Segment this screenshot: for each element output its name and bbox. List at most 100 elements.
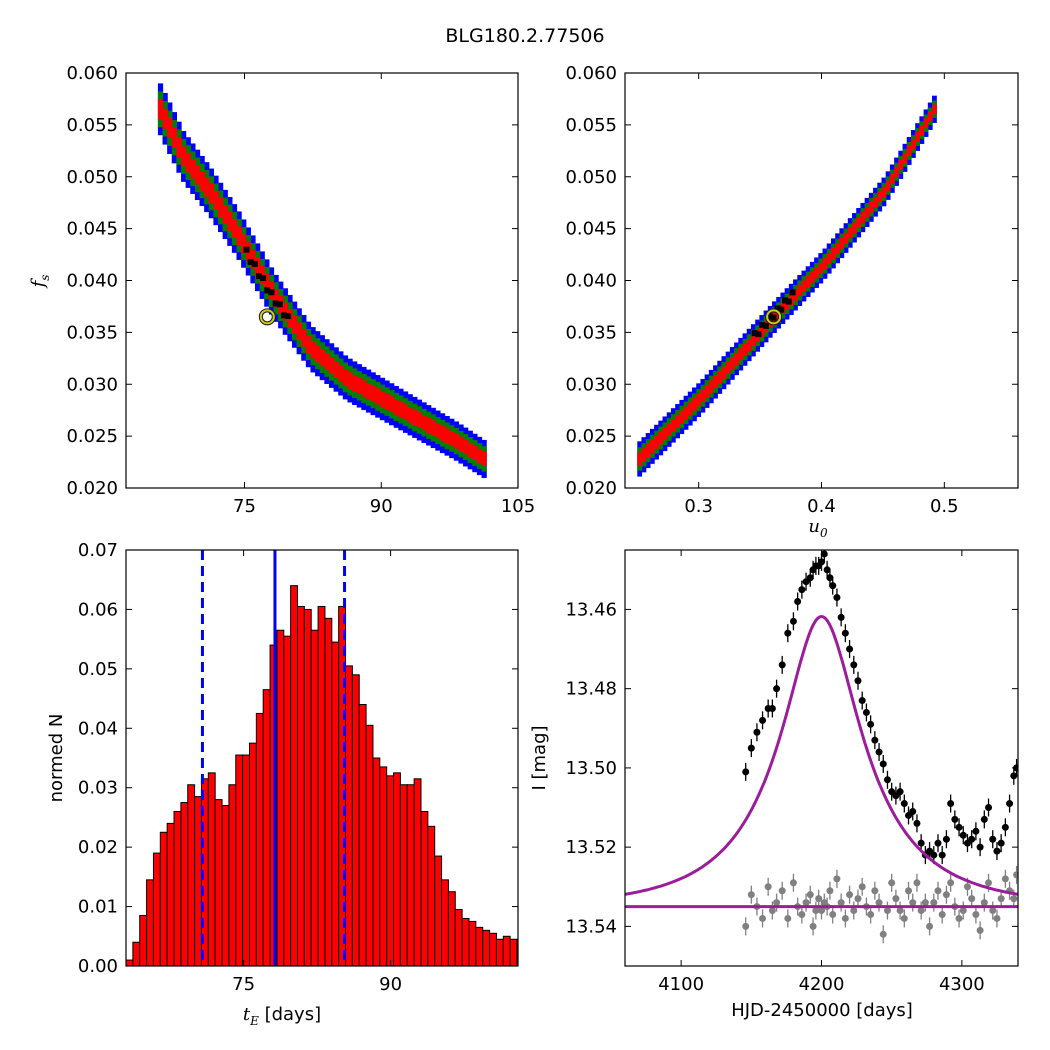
y-tick-label: 13.54 xyxy=(565,916,617,937)
histogram-bar xyxy=(338,605,347,967)
heatmap-cell-inner xyxy=(729,357,735,370)
heatmap-cell-inner xyxy=(361,380,367,397)
histogram-bar xyxy=(139,914,148,967)
data-point xyxy=(1013,871,1018,879)
heatmap-cell-inner xyxy=(310,341,316,359)
x-tick-label: 105 xyxy=(501,496,535,517)
data-point xyxy=(1001,823,1009,831)
histogram-bar xyxy=(461,917,470,967)
heatmap-cell-inner xyxy=(389,396,395,413)
data-point xyxy=(934,839,942,847)
best-fit-marker-ring xyxy=(259,309,275,325)
y-tick-label: 13.48 xyxy=(565,679,617,700)
x-tick-label: 75 xyxy=(232,974,255,995)
heatmap-cell-inner xyxy=(877,191,883,203)
data-point xyxy=(930,899,938,907)
heatmap-cell-inner xyxy=(402,404,409,420)
best-fit-marker-ring xyxy=(766,309,782,325)
data-point xyxy=(829,582,837,590)
data-point xyxy=(812,907,820,915)
heatmap-cell-inner xyxy=(171,127,177,148)
heatmap-cell-core xyxy=(264,287,271,294)
data-point xyxy=(942,835,950,843)
u0-axis-label: u0 xyxy=(808,516,828,540)
data-point xyxy=(888,879,896,887)
data-point xyxy=(980,815,988,823)
data-point xyxy=(818,907,825,915)
histogram-bar xyxy=(393,772,401,967)
heatmap-cell-inner xyxy=(291,315,298,334)
heatmap-cell-core xyxy=(789,289,796,296)
heatmap-cell-inner xyxy=(426,417,432,433)
data-point xyxy=(806,574,814,582)
heatmap-cell-inner xyxy=(213,190,219,210)
heatmap-cell-inner xyxy=(467,442,473,458)
heatmap-cell-inner xyxy=(296,322,302,341)
heatmap-cell-inner xyxy=(324,353,330,371)
y-tick-label: 0.060 xyxy=(565,63,617,84)
histogram-bar xyxy=(290,585,299,967)
heatmap-cell-inner xyxy=(649,439,655,453)
heatmap-cell-inner xyxy=(830,247,836,259)
heatmap-cell-inner xyxy=(227,212,233,231)
histogram-bar xyxy=(125,959,134,967)
heatmap-cell-inner xyxy=(444,428,450,444)
heatmap-cell-inner xyxy=(843,232,849,244)
data-point xyxy=(858,883,866,891)
data-point xyxy=(784,914,792,922)
data-point xyxy=(972,827,980,835)
heatmap-cell-core xyxy=(280,312,287,319)
plot-frame xyxy=(125,549,519,967)
data-point xyxy=(773,685,781,693)
heatmap-cell-inner xyxy=(435,423,441,439)
heatmap-cell-inner xyxy=(157,99,164,120)
histogram-bar xyxy=(242,754,250,967)
heatmap-cell-inner xyxy=(717,371,723,384)
heatmap-cell-inner xyxy=(190,158,196,179)
heatmap-cell-core xyxy=(778,306,785,313)
y-tick-label: 0.05 xyxy=(78,659,118,680)
heatmap-cell-core xyxy=(774,305,781,312)
data-point xyxy=(867,720,875,728)
heatmap-cell-inner xyxy=(236,226,242,246)
x-tick-label: 90 xyxy=(379,974,402,995)
data-point xyxy=(818,558,825,566)
data-point xyxy=(867,910,875,918)
heatmap-cell-inner xyxy=(910,139,916,149)
heatmap-cell-inner xyxy=(797,284,803,297)
histogram-bar xyxy=(146,879,154,967)
histogram-bar xyxy=(159,831,168,967)
heatmap-cell-inner xyxy=(315,345,321,363)
y-tick-label: 0.030 xyxy=(565,374,617,395)
heatmap-cell-core xyxy=(251,260,258,267)
histogram-bar xyxy=(331,641,340,967)
heatmap-cell-inner xyxy=(273,289,279,308)
u0-fs-panel: 0.3 0.4 0.5 0.020 0.025 0.030 0.035 0.040 0.045 0… xyxy=(565,63,1019,517)
data-point xyxy=(968,895,976,903)
y-tick-label: 0.055 xyxy=(565,115,617,136)
light-curve-y-axis-label: I [mag] xyxy=(529,725,550,790)
data-point xyxy=(802,899,810,907)
data-point xyxy=(789,617,797,625)
histogram-bar xyxy=(214,799,223,967)
y-tick-label: 0.07 xyxy=(78,540,118,561)
heatmap-cell-inner xyxy=(847,227,853,239)
histogram-bar xyxy=(303,608,312,967)
heatmap-cell-inner xyxy=(370,385,376,402)
histogram-bar xyxy=(283,635,292,967)
histogram-bar xyxy=(489,932,497,967)
heatmap-cell-inner xyxy=(923,118,929,129)
histogram-bar xyxy=(420,810,429,967)
heatmap-cell-core xyxy=(770,314,777,321)
y-tick-label: 0.030 xyxy=(66,374,118,395)
data-point xyxy=(976,843,984,851)
heatmap-cell-inner xyxy=(282,302,288,321)
heatmap-cell-core xyxy=(763,322,770,329)
histogram-bar xyxy=(207,772,216,967)
histogram-x-axis-label: tE [days] xyxy=(243,1004,321,1028)
heatmap-cell-inner xyxy=(393,398,399,415)
data-point xyxy=(850,907,858,915)
heatmap-cell-inner xyxy=(264,273,270,293)
histogram-bar xyxy=(235,754,244,967)
data-point xyxy=(871,887,879,895)
